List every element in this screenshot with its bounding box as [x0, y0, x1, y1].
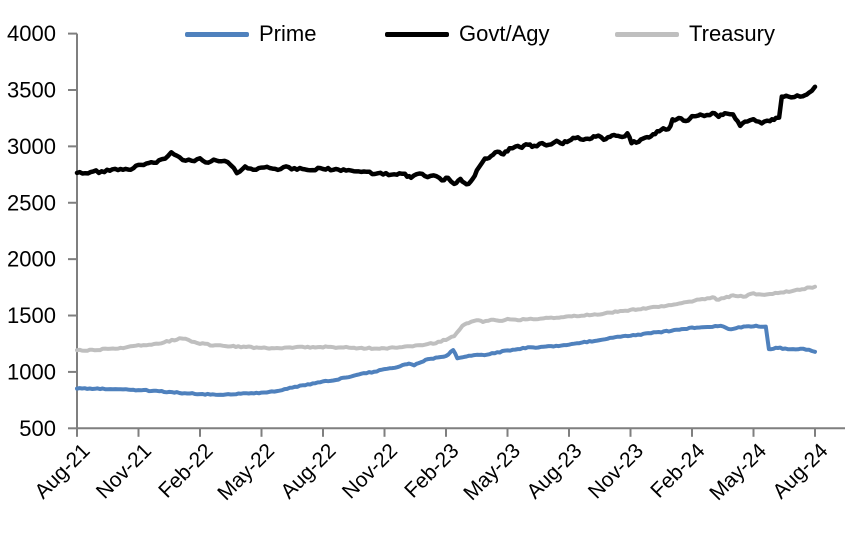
legend-swatch-treasury	[615, 31, 679, 37]
x-axis-label: Aug-21	[30, 439, 94, 503]
y-axis-label: 4000	[7, 21, 56, 46]
x-axis-label: Aug-23	[522, 439, 586, 503]
x-axis-label: Feb-22	[154, 439, 217, 502]
y-axis-label: 3000	[7, 134, 56, 159]
legend-label-govt-agy: Govt/Agy	[459, 21, 550, 46]
legend-label-treasury: Treasury	[689, 21, 775, 46]
series-prime-line	[75, 323, 817, 397]
legend-item-treasury: Treasury	[615, 21, 775, 46]
y-axis-label: 2500	[7, 190, 56, 215]
y-axis-label: 1000	[7, 359, 56, 384]
x-axis-label: Aug-24	[768, 439, 832, 503]
axis-line	[76, 33, 845, 430]
x-axis-label: May-23	[459, 439, 525, 505]
series-treasury-line	[75, 284, 817, 353]
legend-item-prime: Prime	[185, 21, 317, 46]
legend-item-govt-agy: Govt/Agy	[385, 21, 550, 46]
y-axis-label: 1500	[7, 303, 56, 328]
x-axis-label: May-24	[705, 439, 771, 505]
x-axis-label: Nov-23	[584, 439, 648, 503]
x-axis-label: Feb-23	[400, 439, 463, 502]
y-axis-label: 2000	[7, 247, 56, 272]
legend-label-prime: Prime	[259, 21, 317, 46]
series-govt-agy-line	[74, 84, 818, 187]
x-axis-label: May-22	[213, 439, 279, 505]
x-axis-label: Nov-22	[338, 439, 402, 503]
legend-swatch-govt-agy	[385, 31, 449, 37]
x-axis-label: Feb-24	[646, 439, 710, 503]
x-axis-label: Aug-22	[276, 439, 340, 503]
legend-swatch-prime	[185, 31, 249, 37]
y-axis-label: 3500	[7, 77, 56, 102]
x-axis-label: Nov-21	[92, 439, 156, 503]
y-axis-label: 500	[19, 416, 56, 441]
